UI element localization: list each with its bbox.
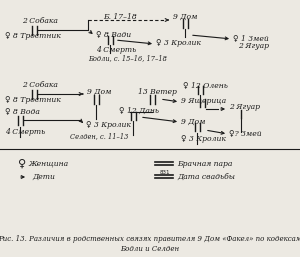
Text: 4 Смерть: 4 Смерть xyxy=(5,128,45,136)
Text: 2 Собака: 2 Собака xyxy=(22,17,58,25)
Text: 13 Ветер: 13 Ветер xyxy=(138,88,177,96)
Text: ♀? Змей: ♀? Змей xyxy=(229,130,262,138)
Text: 2 Ягуар: 2 Ягуар xyxy=(238,42,269,50)
Text: ♀ 3 Кролик: ♀ 3 Кролик xyxy=(181,135,226,143)
Text: 9 Дом: 9 Дом xyxy=(173,13,197,21)
Text: ♀ 3 Кролик: ♀ 3 Кролик xyxy=(86,121,131,129)
Text: ♀ 3 Кролик: ♀ 3 Кролик xyxy=(156,39,201,47)
Text: Дети: Дети xyxy=(32,173,55,181)
Text: 831: 831 xyxy=(160,170,170,176)
Text: Селден, с. 11–13: Селден, с. 11–13 xyxy=(70,132,128,140)
Text: ♀ 8 Тростник: ♀ 8 Тростник xyxy=(5,32,61,40)
Text: ♀ 12 Олень: ♀ 12 Олень xyxy=(183,81,228,89)
Text: Дата свадьбы: Дата свадьбы xyxy=(177,173,235,181)
Text: 9 Дом: 9 Дом xyxy=(181,118,206,126)
Text: ♀ 8 Вода: ♀ 8 Вода xyxy=(5,108,40,116)
Text: 2 Ягуар: 2 Ягуар xyxy=(229,103,260,111)
Text: Б. 17–18: Б. 17–18 xyxy=(103,13,137,21)
Text: Бодли, с. 15–16, 17–18: Бодли, с. 15–16, 17–18 xyxy=(88,54,167,62)
Text: Брачная пара: Брачная пара xyxy=(177,160,232,168)
Text: ♀ 8 Вади: ♀ 8 Вади xyxy=(96,31,131,39)
Text: 9 Дом: 9 Дом xyxy=(87,88,112,96)
Text: ♀ 8 Тростник: ♀ 8 Тростник xyxy=(5,96,61,104)
Text: ♀: ♀ xyxy=(18,159,26,169)
Text: ♀ 12 Дань: ♀ 12 Дань xyxy=(119,107,159,115)
Text: 4 Смерть: 4 Смерть xyxy=(96,46,136,54)
Text: 9 Ящерица: 9 Ящерица xyxy=(181,97,226,105)
Text: ♀ 1 Змей: ♀ 1 Змей xyxy=(233,34,269,42)
Text: 2 Собака: 2 Собака xyxy=(22,81,58,89)
Text: Женщина: Женщина xyxy=(28,160,68,168)
Text: Рис. 13. Различия в родственных связях правителя 9 Дом «Факел» по кодексам
Бодли: Рис. 13. Различия в родственных связях п… xyxy=(0,235,300,253)
